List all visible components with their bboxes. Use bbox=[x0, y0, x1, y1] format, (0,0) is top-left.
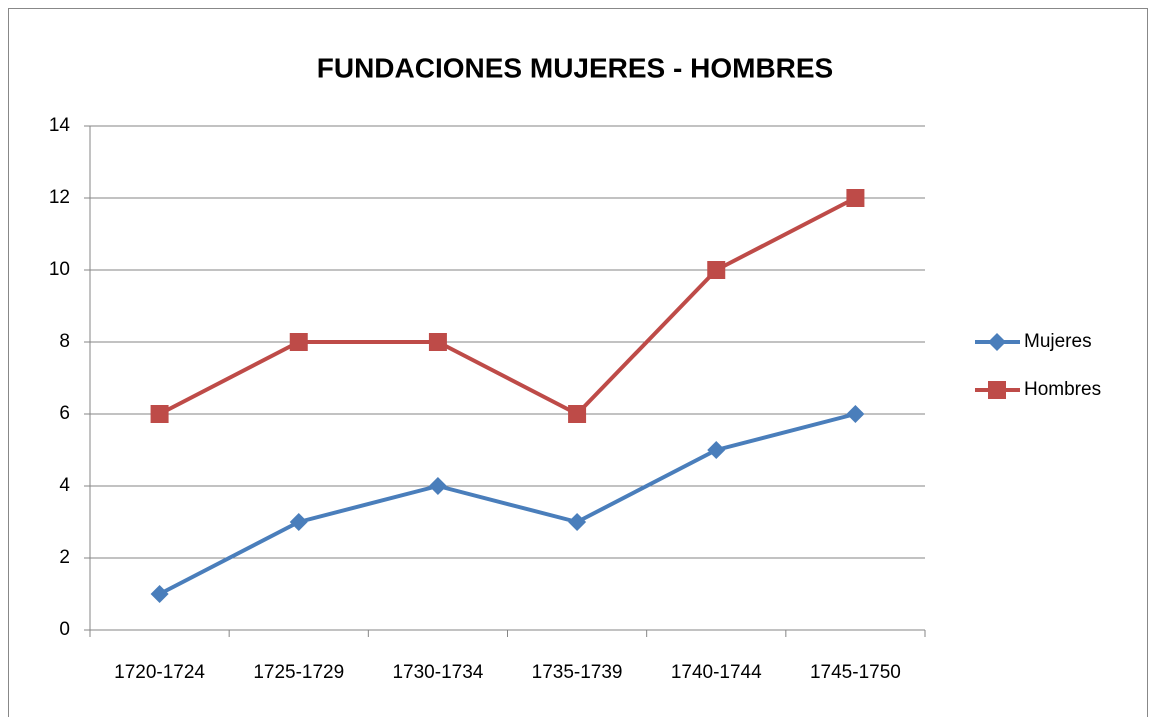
point-marker bbox=[289, 333, 308, 351]
y-tick-label: 4 bbox=[59, 475, 70, 496]
legend-marker bbox=[988, 333, 1006, 351]
point-marker bbox=[568, 405, 587, 423]
point-marker bbox=[428, 477, 447, 495]
x-tick-label: 1745-1750 bbox=[810, 662, 901, 683]
y-tick-label: 14 bbox=[49, 115, 71, 136]
y-tick-label: 0 bbox=[59, 619, 70, 640]
point-marker bbox=[289, 513, 308, 531]
point-marker bbox=[150, 585, 169, 603]
point-marker bbox=[568, 513, 587, 531]
series-line bbox=[158, 412, 856, 596]
point-marker bbox=[707, 261, 726, 279]
x-tick-label: 1725-1729 bbox=[253, 662, 344, 683]
y-tick-label: 8 bbox=[59, 331, 70, 352]
x-tick-label: 1740-1744 bbox=[671, 662, 762, 683]
y-tick-label: 2 bbox=[59, 547, 70, 568]
x-tick-label: 1720-1724 bbox=[114, 662, 205, 683]
point-marker bbox=[428, 333, 447, 351]
y-tick-label: 10 bbox=[49, 259, 70, 280]
x-tick-label: 1735-1739 bbox=[532, 662, 623, 683]
point-marker bbox=[846, 405, 865, 423]
point-marker bbox=[846, 189, 865, 207]
legend-label: Mujeres bbox=[1024, 331, 1092, 352]
chart-title: FUNDACIONES MUJERES - HOMBRES bbox=[317, 52, 833, 83]
legend-marker bbox=[988, 381, 1006, 399]
x-tick-label: 1730-1734 bbox=[392, 662, 483, 683]
y-tick-label: 6 bbox=[59, 403, 70, 424]
point-marker bbox=[707, 441, 726, 459]
legend-label: Hombres bbox=[1024, 379, 1101, 400]
chart-border bbox=[8, 8, 1148, 717]
y-tick-label: 12 bbox=[49, 187, 70, 208]
point-marker bbox=[150, 405, 169, 423]
series-line bbox=[158, 196, 857, 416]
